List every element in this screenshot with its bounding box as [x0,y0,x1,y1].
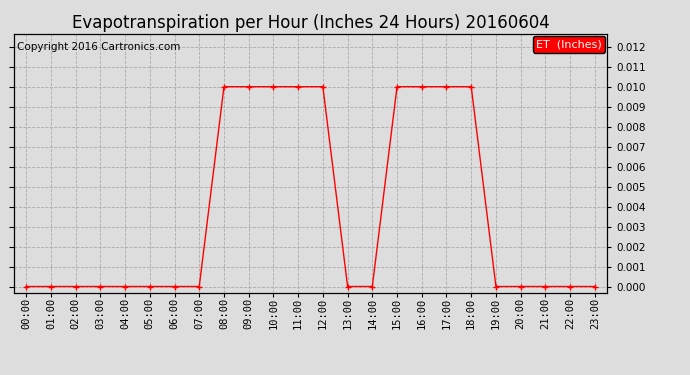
Legend: ET  (Inches): ET (Inches) [533,36,605,52]
Title: Evapotranspiration per Hour (Inches 24 Hours) 20160604: Evapotranspiration per Hour (Inches 24 H… [72,14,549,32]
Text: Copyright 2016 Cartronics.com: Copyright 2016 Cartronics.com [17,42,180,51]
